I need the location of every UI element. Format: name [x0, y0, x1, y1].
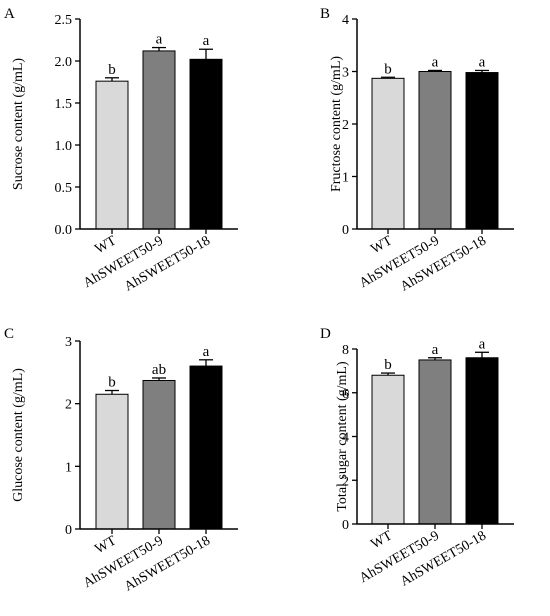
y-axis-label: Sucrose content (g/mL) — [11, 58, 26, 191]
y-tick-label: 0 — [342, 518, 349, 533]
x-tick-label: WT — [93, 533, 120, 557]
y-tick-label: 0.5 — [55, 181, 73, 196]
significance-label: b — [384, 357, 392, 373]
significance-label: ab — [152, 362, 166, 378]
y-tick-label: 2 — [342, 118, 349, 133]
y-tick-label: 4 — [342, 431, 349, 446]
chart-panel-c: CbWTabAhSWEET50-9aAhSWEET50-180123Glucos… — [4, 326, 238, 595]
significance-label: a — [479, 54, 486, 70]
bar-ahsweet50-9 — [418, 359, 452, 525]
significance-label: a — [479, 336, 486, 352]
y-tick-label: 1.0 — [55, 139, 73, 154]
y-tick-label: 0.0 — [55, 223, 73, 238]
y-tick-label: 1 — [65, 460, 72, 475]
y-axis-label: Glucose content (g/mL) — [11, 368, 26, 502]
x-tick-label: WT — [93, 233, 120, 257]
bar-ahsweet50-18 — [189, 58, 223, 230]
bar-wt — [371, 77, 405, 230]
x-tick-label: AhSWEET50-18 — [398, 528, 489, 589]
bar-ahsweet50-9 — [418, 71, 452, 230]
y-tick-label: 2 — [65, 398, 72, 413]
panel-letter: D — [320, 326, 331, 342]
y-axis-label: Fructose content (g/mL) — [329, 56, 344, 192]
y-tick-label: 2.0 — [55, 55, 73, 70]
chart-panel-a: AbWTaAhSWEET50-9aAhSWEET50-180.00.51.01.… — [4, 6, 238, 295]
bar-ahsweet50-9 — [142, 379, 176, 530]
significance-label: b — [108, 62, 116, 78]
chart-panel-d: DbWTaAhSWEET50-9aAhSWEET50-1802468Total … — [320, 326, 514, 590]
y-tick-label: 0 — [342, 223, 349, 238]
significance-label: a — [432, 54, 439, 70]
bar-ahsweet50-18 — [189, 365, 223, 530]
significance-label: a — [203, 344, 210, 360]
chart-panel-b: BbWTaAhSWEET50-9aAhSWEET50-1801234Fructo… — [320, 6, 514, 295]
y-tick-label: 6 — [342, 387, 349, 402]
panel-letter: C — [4, 326, 14, 342]
bar-wt — [95, 393, 129, 530]
y-tick-label: 1 — [342, 171, 349, 186]
significance-label: b — [108, 375, 116, 391]
panel-letter: A — [4, 6, 15, 22]
significance-label: b — [384, 61, 392, 77]
y-tick-label: 4 — [342, 13, 349, 28]
y-tick-label: 2.5 — [55, 13, 73, 28]
y-tick-label: 1.5 — [55, 97, 73, 112]
x-tick-label: WT — [369, 528, 396, 552]
x-tick-label: AhSWEET50-18 — [122, 533, 213, 594]
panel-letter: B — [320, 6, 330, 22]
x-tick-label: WT — [369, 233, 396, 257]
significance-label: a — [156, 32, 163, 48]
y-tick-label: 0 — [65, 523, 72, 538]
x-tick-label: AhSWEET50-18 — [122, 233, 213, 294]
y-tick-label: 8 — [342, 343, 349, 358]
bar-ahsweet50-9 — [142, 50, 176, 230]
bar-ahsweet50-18 — [465, 72, 499, 230]
y-tick-label: 3 — [65, 335, 72, 350]
x-tick-label: AhSWEET50-18 — [398, 233, 489, 294]
significance-label: a — [432, 342, 439, 358]
bar-ahsweet50-18 — [465, 357, 499, 525]
y-tick-label: 2 — [342, 474, 349, 489]
significance-label: a — [203, 33, 210, 49]
bar-wt — [95, 80, 129, 230]
bar-wt — [371, 374, 405, 525]
y-axis-label: Total sugar content (g/mL) — [335, 361, 350, 512]
y-tick-label: 3 — [342, 66, 349, 81]
